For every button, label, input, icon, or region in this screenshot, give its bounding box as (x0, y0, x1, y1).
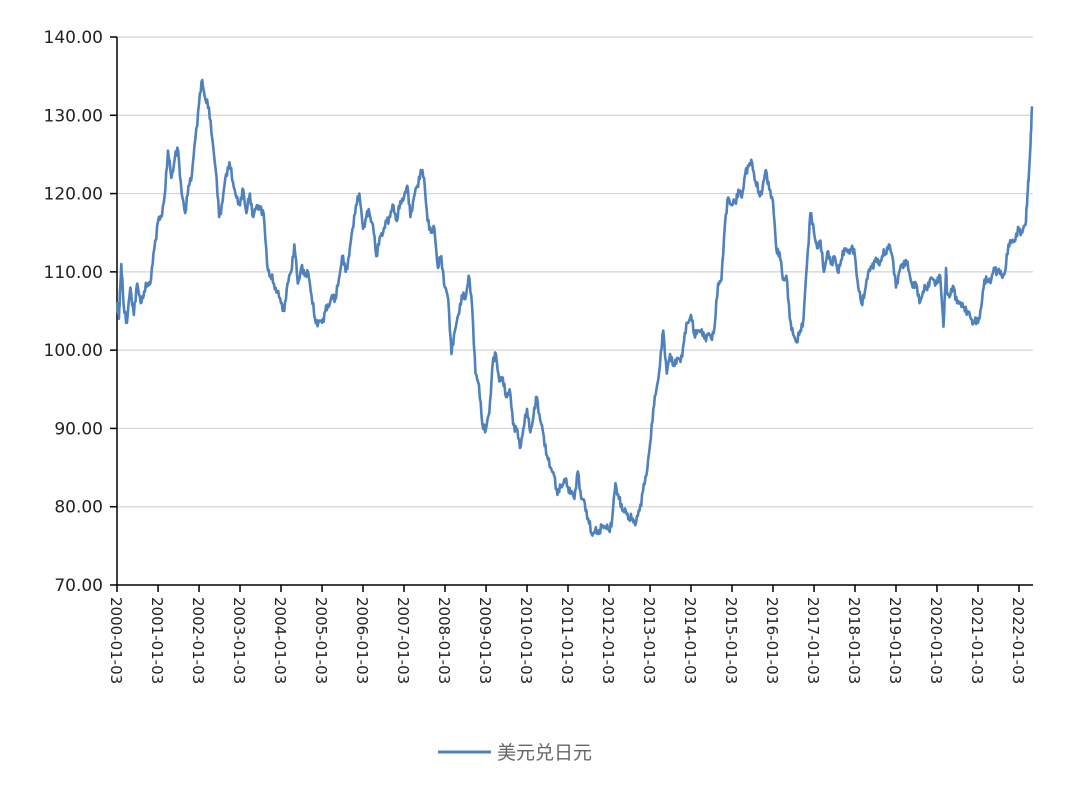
y-tick-label: 140.00 (44, 28, 103, 48)
x-tick-label: 2007-01-03 (394, 597, 412, 684)
x-tick-label: 2009-01-03 (476, 597, 494, 684)
x-tick-label: 2010-01-03 (517, 597, 535, 684)
y-tick-label: 70.00 (54, 576, 103, 596)
x-tick-label: 2016-01-03 (763, 597, 781, 684)
x-tick-label: 2008-01-03 (435, 597, 453, 684)
y-tick-label: 120.00 (44, 185, 103, 205)
x-tick-label: 2015-01-03 (722, 597, 740, 684)
x-tick-label: 2019-01-03 (886, 597, 904, 684)
x-tick-label: 2003-01-03 (230, 597, 248, 684)
legend: 美元兑日元 (438, 742, 592, 764)
x-axis-tick-labels: 2000-01-03 2001-01-03 2002-01-03 2003-01-03… (107, 597, 1027, 684)
legend-label: 美元兑日元 (497, 742, 592, 764)
y-tick-label: 80.00 (54, 498, 103, 518)
x-tick-label: 2012-01-03 (599, 597, 617, 684)
x-tick-label: 2014-01-03 (681, 597, 699, 684)
gridlines (117, 36, 1033, 508)
x-tick-label: 2011-01-03 (558, 597, 576, 684)
x-tick-label: 2020-01-03 (927, 597, 945, 684)
x-tick-label: 2013-01-03 (640, 597, 658, 684)
x-tick-label: 2000-01-03 (107, 597, 125, 684)
x-tick-label: 2018-01-03 (845, 597, 863, 684)
x-tick-label: 2006-01-03 (353, 597, 371, 684)
x-tick-label: 2001-01-03 (148, 597, 166, 684)
axes (110, 36, 1033, 592)
x-tick-label: 2004-01-03 (271, 597, 289, 684)
x-tick-label: 2022-01-03 (1009, 597, 1027, 684)
y-tick-label: 100.00 (44, 341, 103, 361)
x-tick-label: 2002-01-03 (189, 597, 207, 684)
y-tick-label: 110.00 (44, 263, 103, 283)
y-axis-tick-labels: 70.00 80.00 90.00 100.00 110.00 120.00 130.00 1… (44, 28, 103, 596)
series-line-usd-jpy (115, 78, 1034, 537)
x-tick-label: 2017-01-03 (804, 597, 822, 684)
y-tick-label: 130.00 (44, 106, 103, 126)
y-tick-label: 90.00 (54, 419, 103, 439)
x-tick-label: 2005-01-03 (312, 597, 330, 684)
x-tick-label: 2021-01-03 (968, 597, 986, 684)
